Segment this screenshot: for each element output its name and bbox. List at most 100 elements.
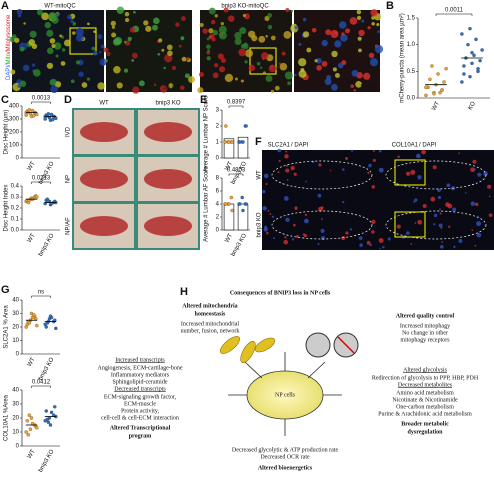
texture (199, 22, 204, 28)
texture (432, 165, 437, 170)
texture (359, 243, 363, 247)
texture (265, 183, 268, 185)
data-point (460, 32, 464, 36)
disc (144, 122, 192, 142)
texture (488, 213, 493, 217)
panel-letter: C (1, 94, 9, 106)
texture (87, 22, 90, 26)
y-tick-label: 40 (12, 388, 19, 394)
data-point (27, 108, 32, 112)
texture (371, 21, 375, 26)
texture (175, 22, 180, 27)
disc (80, 216, 128, 236)
panel-letter: G (1, 284, 10, 296)
text: Amino acid metabolism (396, 390, 454, 396)
texture (476, 221, 482, 227)
panel-letter: A (1, 0, 9, 12)
texture (370, 9, 378, 17)
texture (331, 50, 338, 58)
texture (433, 223, 436, 226)
texture (371, 16, 375, 20)
data-point (25, 419, 29, 423)
texture (206, 44, 211, 50)
texture (78, 71, 84, 77)
mitochondria-icon (220, 336, 276, 363)
texture (286, 164, 288, 167)
texture (206, 37, 210, 41)
data-point (462, 72, 466, 76)
p-value: 0.0412 (32, 380, 51, 386)
texture (378, 238, 384, 243)
texture (97, 34, 103, 40)
data-point (35, 426, 39, 430)
texture (181, 56, 187, 62)
y-tick-label: 0.0 (11, 228, 20, 234)
texture (217, 53, 224, 60)
texture (318, 163, 322, 167)
y-tick-label: 200 (9, 130, 20, 136)
texture (178, 44, 182, 48)
y-tick-label: 0.2 (11, 206, 20, 212)
texture (197, 87, 204, 94)
texture (349, 17, 358, 25)
texture (304, 213, 308, 217)
texture (168, 83, 174, 89)
texture (263, 227, 268, 232)
texture (116, 6, 125, 14)
texture (164, 54, 173, 63)
texture (410, 169, 416, 175)
texture (202, 28, 208, 34)
data-point (24, 430, 28, 434)
texture (341, 168, 345, 171)
texture (49, 78, 57, 86)
texture (320, 228, 325, 233)
texture (344, 28, 351, 34)
texture (97, 82, 105, 90)
texture (326, 75, 332, 80)
texture (290, 165, 295, 171)
texture (285, 168, 290, 173)
texture (446, 183, 451, 188)
data-point (472, 53, 476, 58)
texture (244, 49, 254, 58)
texture (180, 36, 185, 41)
texture (294, 73, 297, 77)
texture (262, 206, 267, 211)
texture (75, 27, 84, 36)
texture (291, 238, 295, 241)
texture (158, 38, 163, 43)
heading: Altered mitochondria (182, 303, 237, 309)
texture (266, 231, 269, 235)
texture (221, 57, 227, 63)
texture (417, 219, 423, 225)
texture (281, 51, 286, 56)
texture (382, 246, 385, 249)
texture (153, 83, 157, 87)
texture (356, 9, 362, 15)
text: Sphingolipid-ceramide (113, 379, 168, 385)
texture (405, 171, 411, 176)
texture (396, 224, 401, 229)
texture (258, 35, 266, 43)
texture (116, 82, 123, 89)
y-tick-label: 300 (9, 117, 20, 123)
texture (22, 64, 30, 72)
outline (385, 210, 487, 240)
texture (278, 159, 281, 163)
texture (212, 72, 219, 79)
outline (385, 160, 487, 190)
texture (378, 167, 384, 173)
heading: Decreased transcripts (114, 386, 166, 392)
texture (340, 34, 348, 42)
texture (387, 237, 391, 241)
y-tick-label: 0 (16, 156, 20, 162)
bracket (31, 295, 51, 298)
texture (286, 179, 289, 181)
y-axis-label: SLC2A1 % Area (4, 305, 10, 349)
texture (10, 69, 16, 75)
texture (91, 46, 96, 51)
texture (41, 12, 49, 21)
text: Increased mitochondrial (181, 321, 239, 327)
texture (332, 67, 337, 72)
texture (211, 19, 216, 25)
